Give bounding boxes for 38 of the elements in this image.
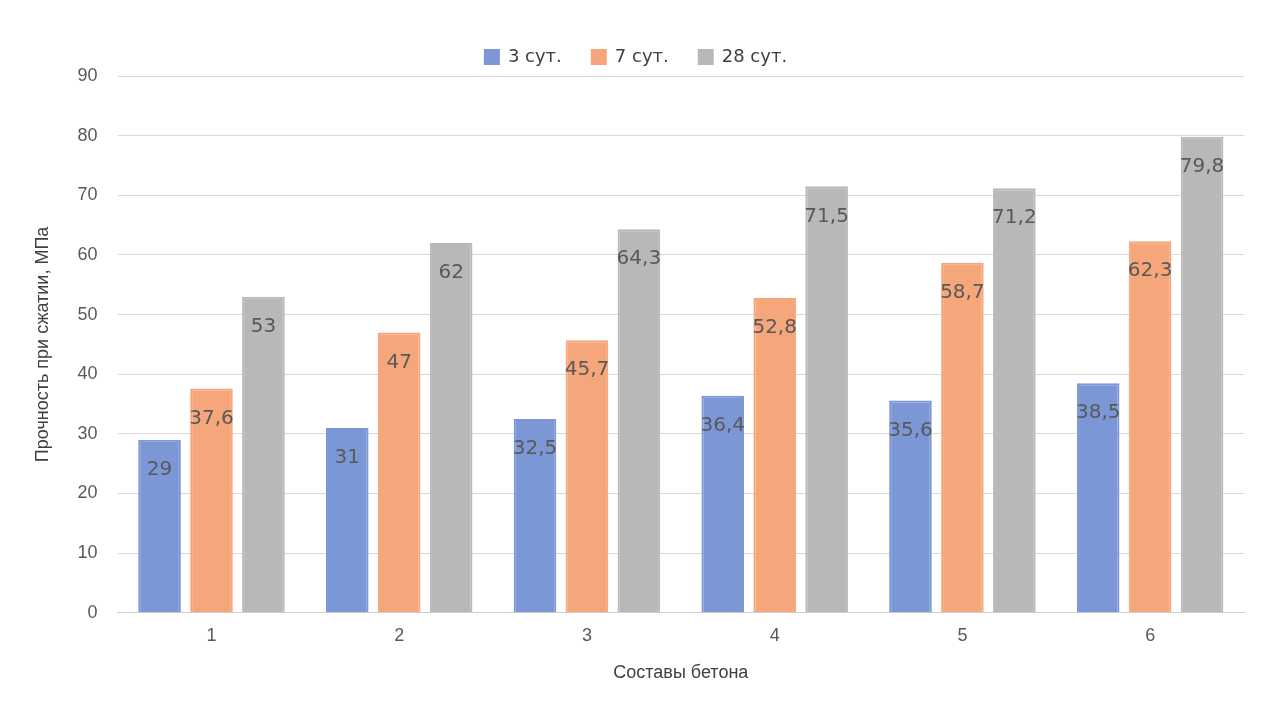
data-label: 35,6 [888,416,933,441]
y-tick-label: 90 [77,64,98,85]
y-tick-label: 70 [77,184,98,205]
y-tick-label: 80 [77,124,98,145]
x-tick-label: 2 [394,624,405,645]
y-tick-label: 60 [77,243,98,264]
data-label: 58,7 [940,278,985,303]
data-label: 31 [334,444,360,469]
data-label: 71,2 [992,204,1037,229]
data-label: 29 [146,456,173,481]
data-label: 62,3 [1127,257,1173,282]
legend-label: 3 сут. [507,44,562,66]
data-label: 53 [250,312,277,337]
data-label: 47 [386,348,412,373]
data-label: 38,5 [1075,399,1121,424]
x-tick-label: 6 [1145,624,1156,645]
y-tick-label: 50 [77,303,98,324]
x-axis-title: Составы бетона [613,662,750,683]
data-label: 71,5 [804,202,849,227]
data-label: 64,3 [616,245,662,270]
data-label: 52,8 [752,314,797,339]
x-tick-label: 1 [206,624,217,645]
y-tick-label: 0 [87,601,98,622]
data-label: 79,8 [1179,153,1225,178]
x-tick-label: 4 [769,624,780,645]
y-tick-label: 40 [77,363,98,384]
data-label: 32,5 [512,435,558,460]
y-tick-label: 30 [77,422,98,443]
y-axis-title: Прочность при сжатии, МПа [31,225,52,463]
x-tick-label: 3 [581,624,592,645]
data-label: 36,4 [700,411,745,436]
legend-label: 7 сут. [614,44,669,66]
data-label: 37,6 [189,404,234,429]
y-tick-label: 20 [77,482,98,503]
y-tick-label: 10 [77,542,98,563]
legend-label: 28 сут. [721,44,788,66]
data-label: 62 [438,259,464,284]
x-tick-label: 5 [957,624,968,645]
